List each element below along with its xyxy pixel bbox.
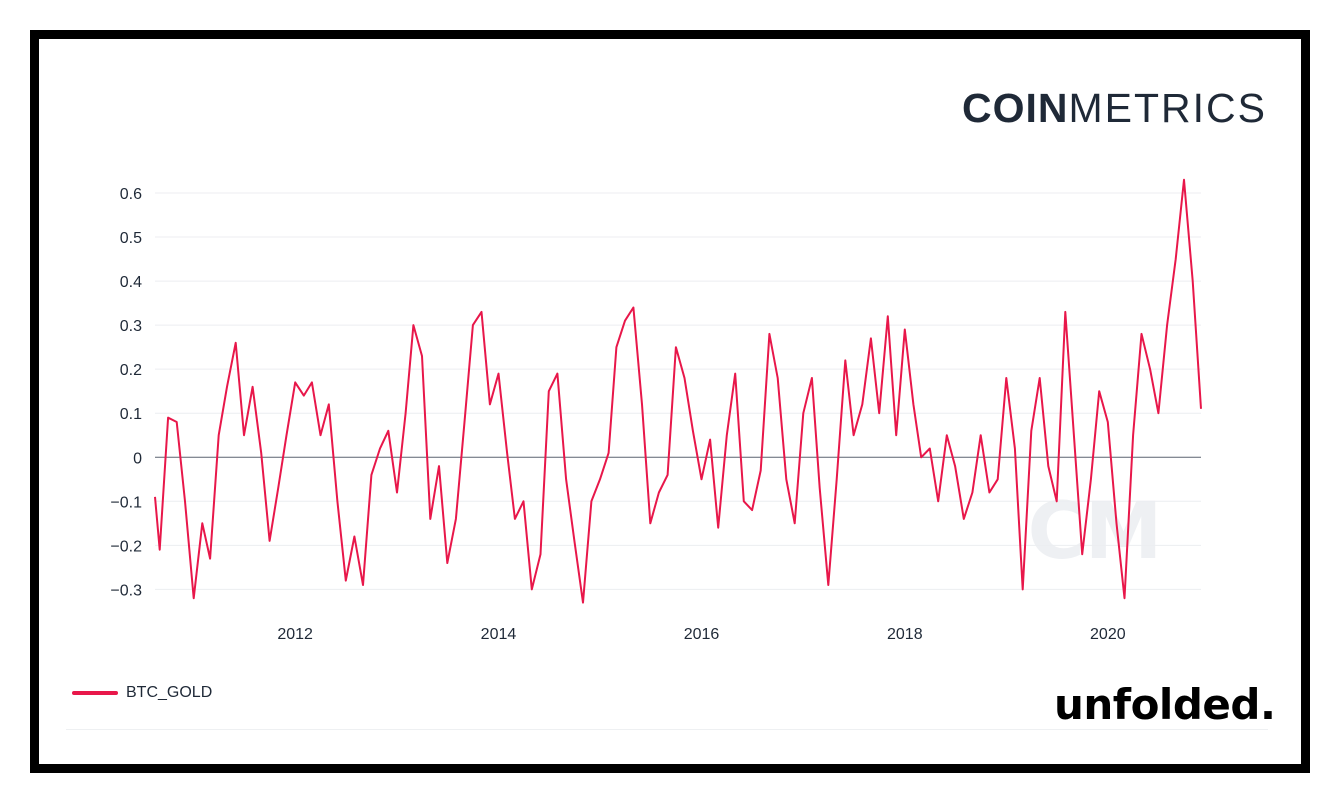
x-tick-label: 2020 <box>1090 626 1126 643</box>
divider <box>66 729 1268 730</box>
logo-metrics-text: METRICS <box>1068 85 1267 131</box>
y-tick-label: 0.6 <box>120 186 142 203</box>
legend-swatch <box>72 691 118 695</box>
coinmetrics-logo: COINMETRICS <box>962 88 1267 129</box>
y-tick-label: 0.5 <box>120 230 142 247</box>
logo-coin-text: COIN <box>962 85 1069 131</box>
legend-label-btc-gold: BTC_GOLD <box>126 684 213 701</box>
y-tick-label: 0.4 <box>120 274 142 291</box>
x-tick-label: 2018 <box>887 626 923 643</box>
x-tick-label: 2016 <box>684 626 720 643</box>
y-tick-label: 0.2 <box>120 362 142 379</box>
legend[interactable]: BTC_GOLD <box>72 684 212 702</box>
y-tick-label: 0.1 <box>120 406 142 423</box>
y-tick-label: −0.3 <box>110 582 142 599</box>
x-tick-label: 2012 <box>277 626 313 643</box>
chart-frame <box>30 30 1310 773</box>
y-tick-label: 0 <box>133 450 142 467</box>
y-tick-label: −0.1 <box>110 494 142 511</box>
watermark: CM <box>1028 487 1163 577</box>
x-tick-label: 2014 <box>481 626 517 643</box>
y-tick-label: 0.3 <box>120 318 142 335</box>
unfolded-logo: unfolded. <box>1054 680 1276 729</box>
y-tick-label: −0.2 <box>110 538 142 555</box>
series-line-btc-gold <box>154 178 1202 604</box>
